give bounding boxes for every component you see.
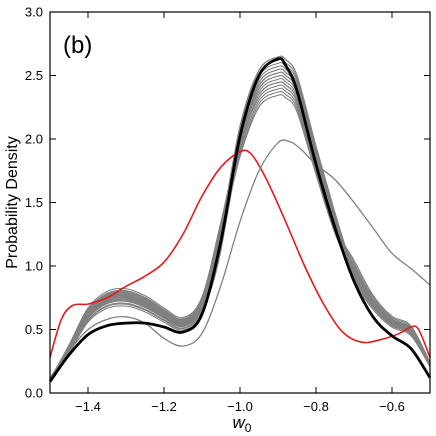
- y-tick-label: 1.5: [25, 195, 43, 210]
- gray-outlier-series-line: [49, 139, 431, 379]
- gray-series-line-16: [49, 55, 431, 381]
- gray-series-line-4: [49, 68, 431, 381]
- gray-series-line-17: [49, 94, 431, 381]
- y-tick-label: 0.5: [25, 322, 43, 337]
- gray-series-line-14: [49, 68, 431, 381]
- x-tick-label: −1.2: [151, 399, 177, 414]
- gray-series-line-8: [49, 71, 431, 380]
- gray-series-line-6: [49, 55, 431, 381]
- red-series-line: [49, 149, 431, 358]
- x-tick-label: −0.6: [379, 399, 405, 414]
- black-series-line: [48, 57, 432, 383]
- ticks-group: −1.4 −1.2 −1.0 −0.8 −0.6 0.0 0.5 1.0 1.5 2.0 2.5 3.…: [25, 5, 430, 414]
- gray-series-line-9: [49, 78, 431, 382]
- y-tick-label: 1.0: [25, 259, 43, 274]
- plot-frame: [49, 11, 431, 394]
- x-tick-label: −1.0: [227, 399, 253, 414]
- x-axis-title: w0: [233, 413, 252, 435]
- y-tick-label: 2.0: [25, 132, 43, 147]
- x-tick-label: −0.8: [303, 399, 329, 414]
- y-tick-label: 0.0: [25, 386, 43, 401]
- x-tick-label: −1.4: [75, 399, 101, 414]
- gray-series-line-15: [49, 74, 431, 381]
- x-axis-title-main: w: [233, 413, 247, 432]
- panel-label: (b): [63, 32, 92, 59]
- y-tick-label: 3.0: [25, 5, 43, 20]
- gray-series-line-18: [49, 71, 431, 382]
- curves-group: [48, 55, 432, 383]
- y-axis-title: Probability Density: [4, 136, 21, 269]
- x-axis-title-subscript: 0: [245, 421, 252, 435]
- gray-series-line-7: [49, 84, 431, 382]
- y-tick-label: 2.5: [25, 68, 43, 83]
- gray-series-line-13: [49, 81, 431, 381]
